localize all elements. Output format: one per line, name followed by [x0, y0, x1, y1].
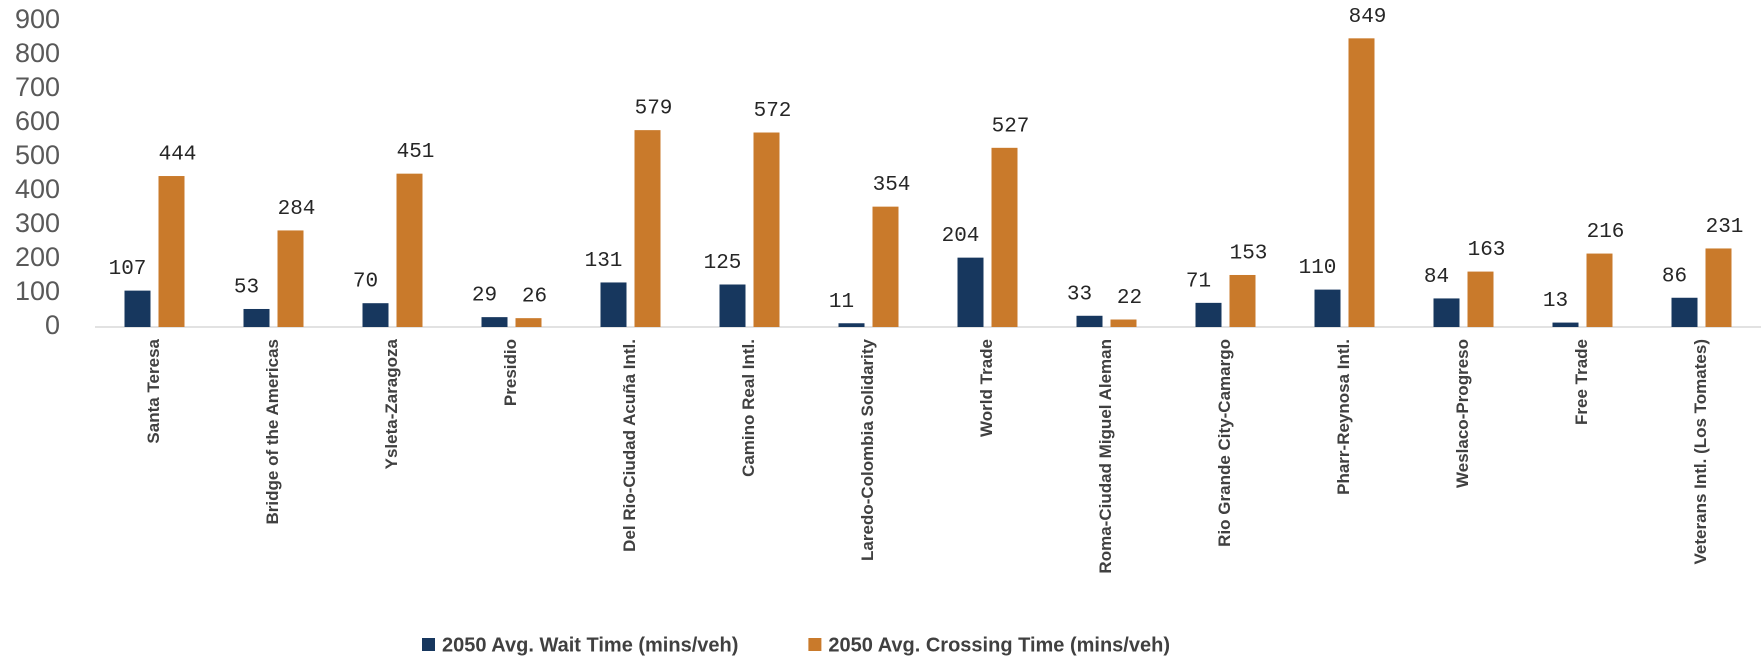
- bar: [1552, 322, 1579, 327]
- bar: [124, 290, 151, 327]
- bar: [991, 147, 1018, 327]
- bar: [1671, 297, 1698, 327]
- x-tick-label: Bridge of the Americas: [263, 339, 282, 524]
- bar: [1229, 274, 1256, 327]
- legend-swatch: [808, 638, 822, 651]
- value-label: 204: [942, 225, 980, 248]
- value-label: 849: [1349, 6, 1387, 29]
- bar: [957, 257, 984, 327]
- value-label: 579: [635, 98, 673, 121]
- y-tick-label: 300: [15, 208, 60, 238]
- value-label: 107: [109, 258, 147, 281]
- bar: [1110, 319, 1137, 327]
- y-tick-label: 100: [15, 276, 60, 306]
- bar: [396, 173, 423, 327]
- bar: [719, 284, 746, 327]
- value-label: 572: [754, 100, 792, 123]
- bar: [1705, 248, 1732, 327]
- y-tick-label: 600: [15, 106, 60, 136]
- x-tick-label: Pharr-Reynosa Intl.: [1334, 339, 1353, 495]
- value-label: 84: [1424, 266, 1449, 289]
- y-tick-label: 500: [15, 140, 60, 170]
- bar: [243, 308, 270, 327]
- bar: [362, 303, 389, 327]
- x-tick-label: Ysleta-Zaragoza: [382, 338, 401, 469]
- bar: [1586, 253, 1613, 327]
- value-label: 86: [1662, 265, 1687, 288]
- value-label: 163: [1468, 239, 1506, 262]
- bar: [1314, 289, 1341, 327]
- bar: [277, 230, 304, 327]
- legend: 2050 Avg. Wait Time (mins/veh) 2050 Avg. …: [422, 634, 1170, 656]
- y-tick-label: 800: [15, 38, 60, 68]
- value-label: 131: [585, 250, 623, 273]
- value-label: 29: [472, 285, 497, 308]
- bar: [872, 206, 899, 327]
- value-label: 153: [1230, 243, 1268, 266]
- y-tick-label: 400: [15, 174, 60, 204]
- bar: [1348, 38, 1375, 328]
- legend-swatch: [422, 638, 435, 651]
- value-label: 22: [1117, 287, 1142, 310]
- bar: [753, 132, 780, 327]
- legend-label: 2050 Avg. Crossing Time (mins/veh): [828, 634, 1170, 656]
- x-tick-label: Roma-Ciudad Miguel Aleman: [1096, 339, 1115, 574]
- y-tick-label: 0: [45, 310, 60, 340]
- value-label: 11: [829, 291, 854, 314]
- bar: [481, 317, 508, 327]
- value-label: 231: [1706, 216, 1744, 239]
- y-tick-label: 200: [15, 242, 60, 272]
- value-label: 444: [159, 144, 197, 167]
- value-label: 125: [704, 252, 742, 275]
- x-tick-label: World Trade: [977, 339, 996, 437]
- bar: [600, 282, 627, 327]
- x-tick-label: Weslaco-Progreso: [1453, 339, 1472, 488]
- x-tick-label: Del Rio-Ciudad Acuña Intl.: [620, 339, 639, 552]
- bar: [158, 176, 185, 327]
- x-tick-label: Free Trade: [1572, 339, 1591, 425]
- value-label: 26: [522, 286, 547, 309]
- bar: [515, 318, 542, 327]
- bar: [1195, 302, 1222, 327]
- x-tick-label: Laredo-Colombia Solidarity: [858, 338, 877, 561]
- bar: [1467, 271, 1494, 327]
- x-tick-label: Santa Teresa: [144, 338, 163, 443]
- value-label: 33: [1067, 283, 1092, 306]
- bar: [838, 323, 865, 327]
- legend-label: 2050 Avg. Wait Time (mins/veh): [442, 634, 738, 656]
- bar: [1076, 315, 1103, 327]
- bar: [634, 130, 661, 327]
- value-label: 284: [278, 198, 316, 221]
- x-tick-label: Camino Real Intl.: [739, 339, 758, 477]
- value-label: 70: [353, 271, 378, 294]
- bar: [1433, 298, 1460, 327]
- value-label: 71: [1186, 270, 1211, 293]
- x-tick-label: Presidio: [501, 339, 520, 406]
- value-label: 53: [234, 277, 259, 300]
- y-tick-label: 900: [15, 4, 60, 34]
- value-label: 110: [1299, 257, 1337, 280]
- y-tick-label: 700: [15, 72, 60, 102]
- x-tick-label: Veterans Intl. (Los Tomates): [1691, 339, 1710, 564]
- value-label: 13: [1543, 290, 1568, 313]
- value-label: 216: [1587, 221, 1625, 244]
- x-tick-label: Rio Grande City-Camargo: [1215, 339, 1234, 547]
- value-label: 527: [992, 115, 1030, 138]
- value-label: 354: [873, 174, 911, 197]
- value-label: 451: [397, 141, 435, 164]
